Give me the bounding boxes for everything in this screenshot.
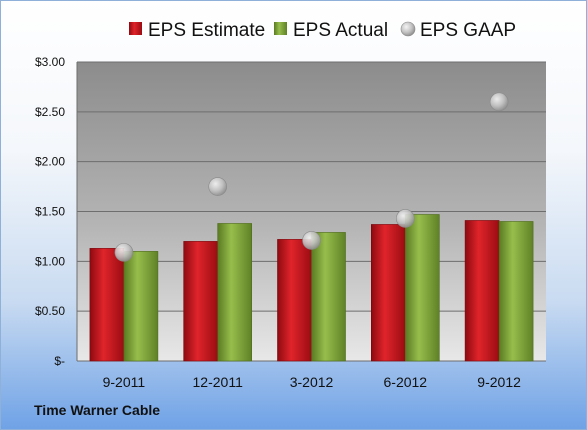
legend-label: EPS Estimate [148,20,265,41]
y-axis: $- $0.50 $1.00 $1.50 $2.00 $2.50 $3.00 [35,55,78,368]
point-eps-gaap [395,209,415,228]
y-tick-label: $2.00 [35,155,65,169]
x-category-label: 9-2012 [477,374,521,390]
y-tick-label: $3.00 [35,55,65,69]
point-eps-gaap [489,92,509,112]
point-eps-gaap [208,177,227,196]
legend-label: EPS Actual [293,20,388,41]
y-tick-label: $0.50 [35,304,65,318]
bar-eps-estimate [277,239,312,362]
point-eps-gaap [302,231,321,250]
x-category-label: 6-2012 [384,374,428,390]
point-eps-gaap [114,243,134,262]
bar-eps-actual [217,223,252,362]
legend-swatch-actual [274,22,287,35]
bar-eps-actual [404,214,440,362]
bar-eps-actual [498,221,534,362]
gaap-points [114,92,509,262]
company-name: Time Warner Cable [34,402,161,418]
bar-eps-actual [311,232,346,362]
bar-eps-estimate [370,224,406,362]
y-tick-label: $1.50 [35,205,65,219]
legend-swatch-gaap [400,21,416,37]
x-category-label: 12-2011 [193,374,244,390]
bars [89,214,534,362]
x-axis: 9-2011 12-2011 3-2012 6-2012 9-2012 [103,374,521,390]
y-tick-label: $- [54,354,65,368]
legend-label: EPS GAAP [420,20,516,41]
y-tick-label: $2.50 [35,105,65,119]
legend-swatch-estimate [129,22,142,35]
bar-eps-actual [123,251,159,362]
x-category-label: 3-2012 [290,374,334,390]
x-category-label: 9-2011 [103,374,146,390]
y-tick-label: $1.00 [35,254,65,268]
bar-eps-estimate [89,248,125,362]
bar-eps-estimate [464,220,500,362]
bar-eps-estimate [183,241,218,362]
legend: EPS Estimate EPS Actual EPS GAAP [129,20,516,41]
